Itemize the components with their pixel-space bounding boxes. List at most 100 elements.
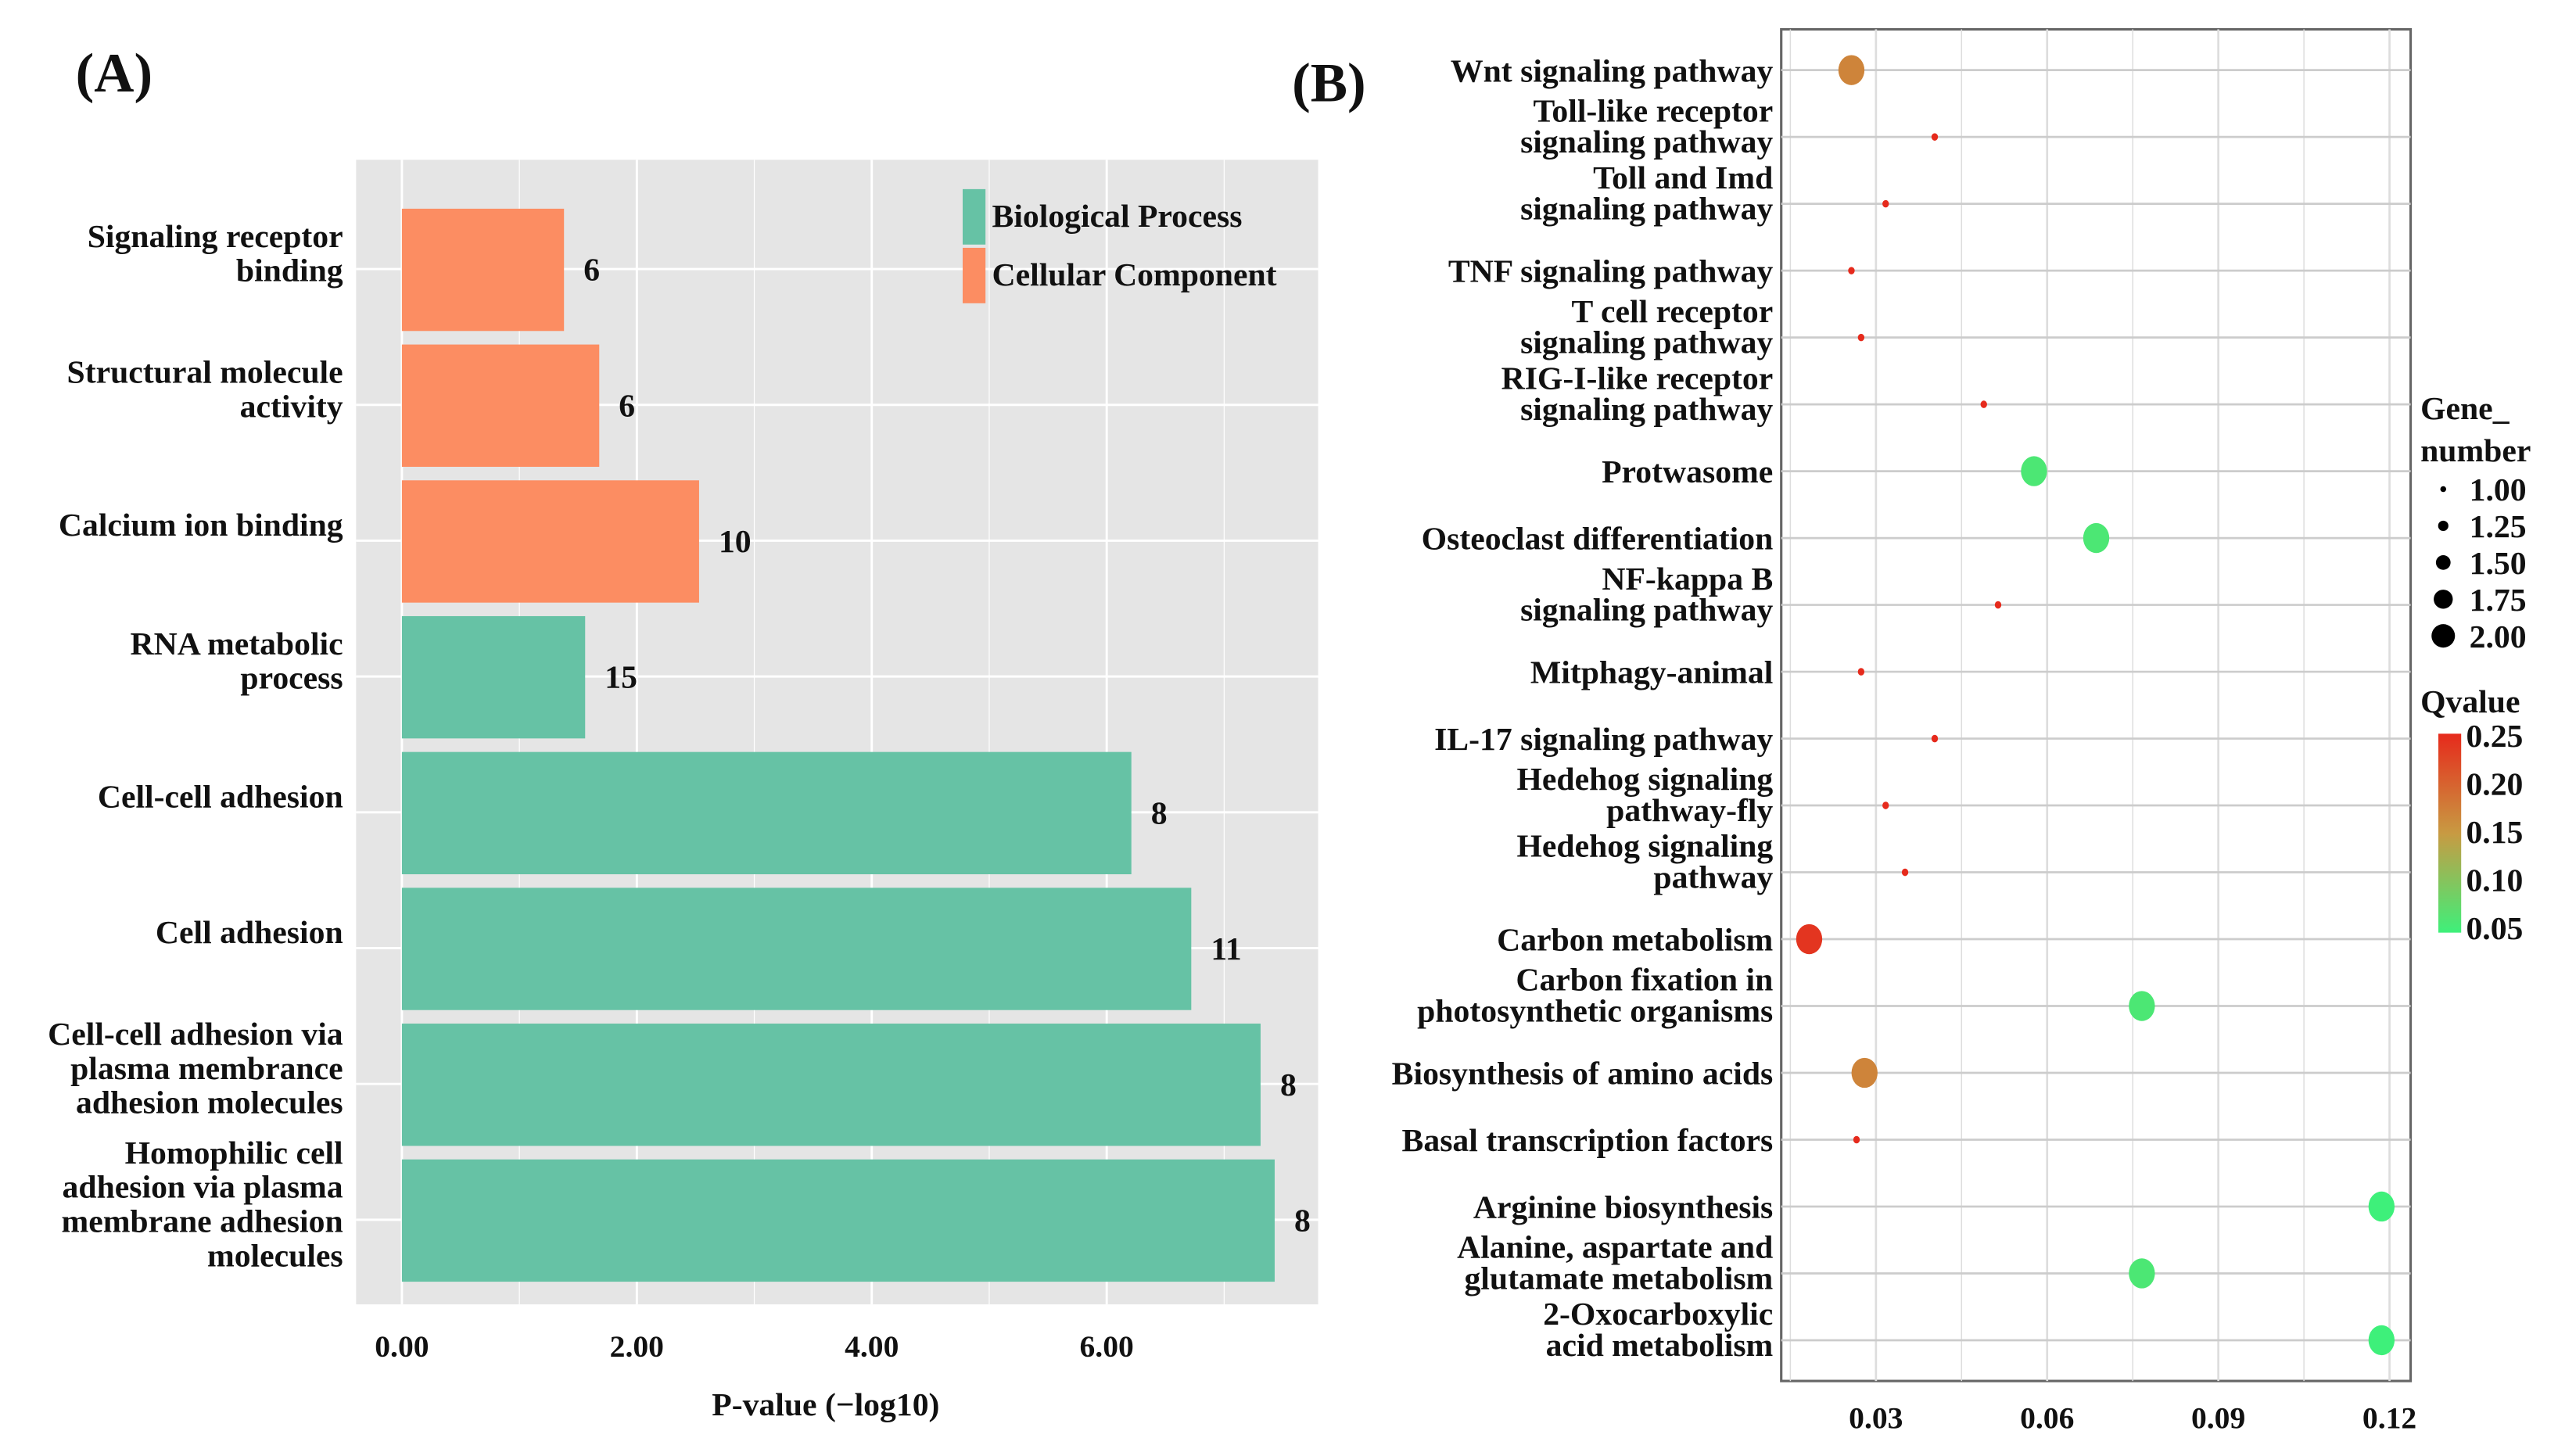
y-tick-label: Carbon metabolism	[1497, 923, 1773, 959]
bar	[401, 615, 586, 739]
data-point	[2129, 1258, 2155, 1289]
y-tick-label: IL-17 signaling pathway	[1434, 722, 1773, 758]
y-tick-label: RIG-I-like receptor signaling pathway	[1501, 360, 1774, 428]
data-point	[1851, 1057, 1878, 1088]
size-legend-circle	[2435, 554, 2451, 570]
bar-data-label: 8	[1294, 1203, 1311, 1239]
color-legend-title: Qvalue	[2420, 684, 2520, 720]
bar-data-label: 10	[719, 524, 752, 560]
data-point	[2129, 991, 2155, 1021]
panel-b-label: (B)	[1292, 52, 1365, 113]
panel-b-plot-frame	[1780, 27, 2413, 1382]
data-point	[1857, 668, 1865, 676]
data-point	[1931, 133, 1939, 141]
bar	[401, 888, 1192, 1010]
bar	[401, 344, 600, 467]
bar	[401, 1159, 1275, 1282]
y-tick-label: Cell adhesion	[156, 915, 343, 951]
y-tick-label: Arginine biosynthesis	[1473, 1190, 1773, 1226]
x-tick-label: 0.03	[1849, 1401, 1903, 1436]
data-point	[2368, 1191, 2395, 1222]
x-tick-label: 6.00	[1080, 1329, 1134, 1364]
bar-data-label: 11	[1211, 931, 1241, 967]
y-tick-label: T cell receptor signaling pathway	[1520, 294, 1773, 361]
size-legend-label: 2.00	[2470, 619, 2527, 655]
bar	[401, 1024, 1261, 1146]
legend-swatch	[962, 247, 986, 303]
y-tick-label: Structural molecule activity	[67, 355, 343, 425]
y-tick-label: Carbon fixation in photosynthetic organis…	[1417, 963, 1773, 1030]
y-tick-label: Toll and Imd signaling pathway	[1520, 160, 1773, 228]
y-tick-label: Hedehog signaling pathway-fly	[1517, 762, 1774, 829]
data-point	[2368, 1325, 2395, 1356]
x-tick-label: 0.12	[2362, 1401, 2416, 1436]
size-legend-title-1: Gene_	[2420, 391, 2510, 427]
bar-data-label: 8	[1151, 795, 1168, 831]
y-tick-label: Biosynthesis of amino acids	[1392, 1056, 1774, 1092]
color-legend-label: 0.05	[2466, 911, 2523, 947]
bar	[401, 751, 1132, 875]
y-tick-label: Cell-cell adhesion	[98, 780, 343, 816]
size-legend-circle	[2431, 624, 2456, 648]
data-point	[1848, 267, 1855, 274]
size-legend-circle	[2440, 486, 2447, 493]
legend-label: Cellular Component	[992, 257, 1277, 293]
data-point	[1980, 400, 1987, 408]
data-point	[1796, 923, 1823, 955]
y-tick-label: Cell-cell adhesion via plasma membrance ad…	[48, 1017, 343, 1121]
y-tick-label: Toll-like receptor signaling pathway	[1520, 93, 1773, 160]
color-legend-label: 0.25	[2466, 719, 2523, 755]
x-tick-label: 4.00	[845, 1329, 899, 1364]
x-tick-label: 0.09	[2191, 1401, 2245, 1436]
bar-data-label: 8	[1280, 1067, 1297, 1103]
panel-a-label: (A)	[76, 43, 152, 104]
y-tick-label: Calcium ion binding	[59, 507, 343, 543]
data-point	[1882, 199, 1889, 208]
x-tick-label: 0.00	[375, 1329, 429, 1364]
x-tick-label: 0.06	[2020, 1401, 2074, 1436]
color-legend-label: 0.20	[2466, 766, 2523, 802]
color-legend-label: 0.15	[2466, 815, 2523, 851]
panel-a-x-axis-title: P-value (−log10)	[712, 1387, 939, 1423]
bar-data-label: 15	[605, 660, 637, 696]
legend-label: Biological Process	[992, 199, 1243, 235]
data-point	[1994, 601, 2002, 609]
y-tick-label: Hedehog signaling pathway	[1517, 829, 1774, 896]
y-tick-label: Basal transcription factors	[1402, 1123, 1774, 1159]
y-tick-label: Mitphagy-animal	[1530, 655, 1773, 691]
size-legend-circle	[2434, 590, 2453, 609]
y-tick-label: Protwasome	[1602, 454, 1773, 490]
y-tick-label: RNA metabolic process	[131, 626, 343, 697]
data-point	[2083, 522, 2110, 554]
y-tick-label: Alanine, aspartate and glutamate metaboli…	[1457, 1230, 1773, 1297]
y-tick-label: TNF signaling pathway	[1448, 254, 1774, 290]
size-legend-circle	[2438, 520, 2449, 532]
bar	[401, 208, 565, 332]
data-point	[1901, 868, 1909, 877]
data-point	[1838, 55, 1865, 85]
data-point	[1931, 734, 1939, 743]
x-tick-label: 2.00	[610, 1329, 664, 1364]
size-legend-title-2: number	[2420, 433, 2531, 469]
color-legend-label: 0.10	[2466, 863, 2523, 899]
data-point	[2021, 456, 2047, 486]
y-tick-label: Wnt signaling pathway	[1451, 53, 1774, 89]
size-legend-label: 1.25	[2470, 509, 2527, 545]
data-point	[1857, 333, 1865, 342]
bar-data-label: 6	[619, 388, 635, 424]
data-point	[1882, 802, 1889, 809]
y-tick-label: Osteoclast differentiation	[1422, 522, 1774, 558]
y-tick-label: 2-Oxocarboxylic acid metabolism	[1543, 1296, 1773, 1364]
bar-data-label: 6	[583, 253, 600, 289]
y-tick-label: Signaling receptor binding	[88, 219, 343, 289]
legend-swatch	[962, 188, 986, 245]
data-point	[1853, 1135, 1860, 1144]
y-tick-label: Homophilic cell adhesion via plasma membra…	[61, 1135, 343, 1274]
bar	[401, 480, 699, 603]
qvalue-colorbar	[2438, 733, 2462, 933]
size-legend-label: 1.50	[2470, 546, 2527, 582]
size-legend-label: 1.75	[2470, 583, 2527, 619]
size-legend-label: 1.00	[2470, 472, 2527, 508]
